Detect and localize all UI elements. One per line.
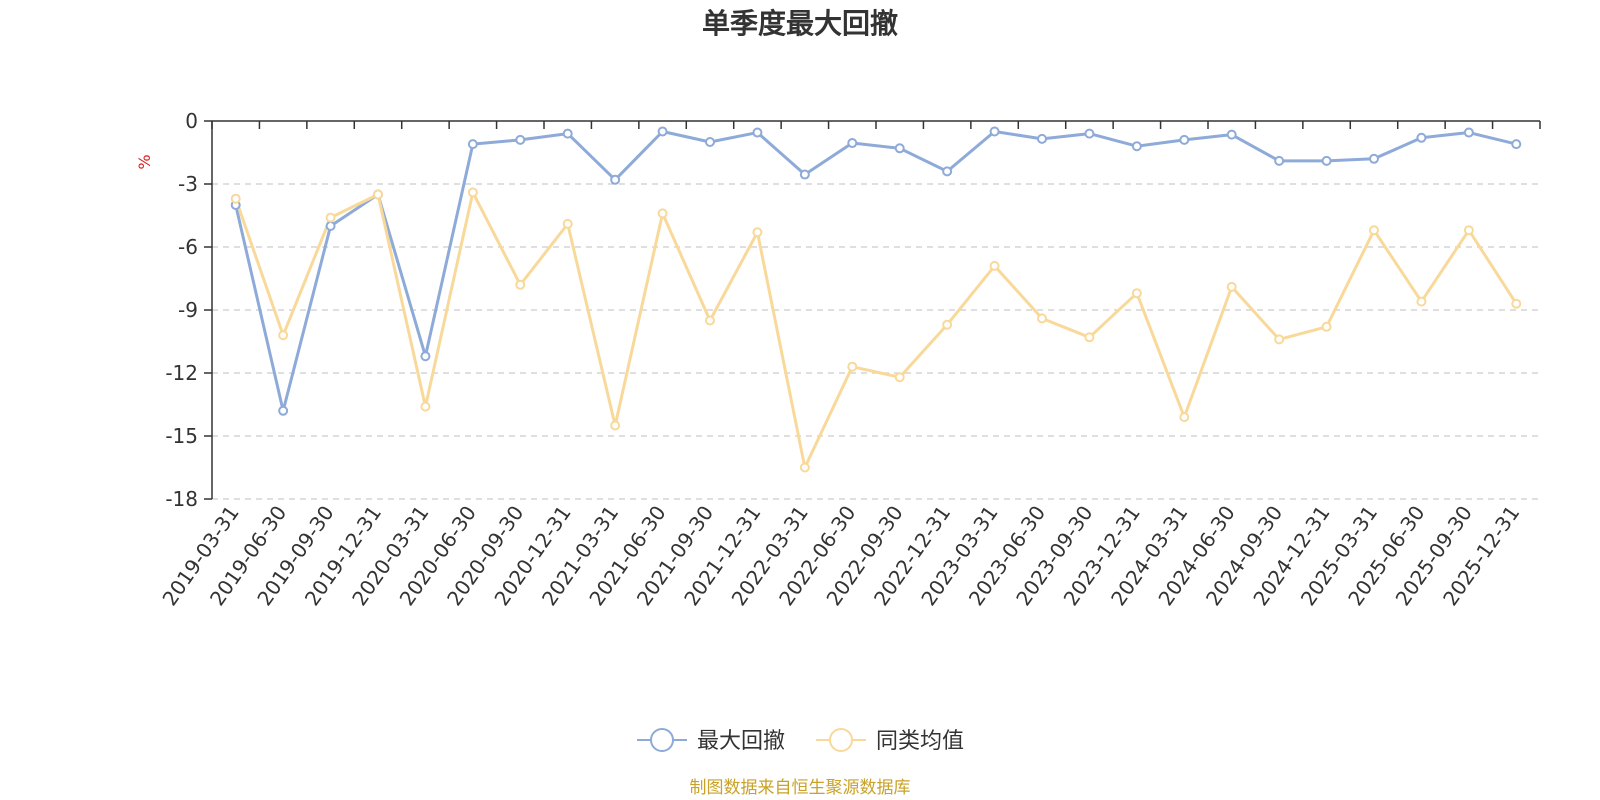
data-point xyxy=(894,372,905,383)
data-point xyxy=(1179,412,1190,423)
data-point xyxy=(230,193,241,204)
data-point xyxy=(610,174,621,185)
data-point xyxy=(1321,155,1332,166)
y-tick-label: 0 xyxy=(185,109,198,133)
data-point xyxy=(1511,298,1522,309)
data-point xyxy=(467,187,478,198)
data-point xyxy=(1369,153,1379,164)
data-point xyxy=(752,127,763,138)
data-point xyxy=(989,126,1000,137)
data-point xyxy=(1131,141,1142,152)
data-point xyxy=(278,405,289,416)
data-point xyxy=(1463,225,1474,236)
data-point xyxy=(1131,288,1142,299)
legend-label: 同类均值 xyxy=(876,729,964,754)
data-point xyxy=(1037,313,1047,324)
data-point xyxy=(705,315,715,326)
data-point xyxy=(515,134,526,145)
y-tick-label: -9 xyxy=(178,298,198,322)
data-point xyxy=(1463,127,1474,138)
y-tick-label: -6 xyxy=(178,235,198,259)
data-point xyxy=(1369,225,1379,236)
data-point xyxy=(325,212,336,223)
data-point xyxy=(989,260,1000,271)
legend: 最大回撤 同类均值 xyxy=(637,728,964,754)
y-axis-unit: % xyxy=(135,154,154,169)
data-point xyxy=(1226,129,1237,140)
data-point xyxy=(562,218,573,229)
data-point xyxy=(799,462,810,473)
data-point xyxy=(1416,132,1427,143)
series-group xyxy=(230,126,1522,473)
data-source-note: 制图数据来自恒生聚源数据库 xyxy=(690,778,911,798)
data-point xyxy=(705,137,715,147)
data-point xyxy=(1226,281,1237,292)
data-point xyxy=(278,330,289,341)
data-point xyxy=(1084,128,1095,139)
data-point xyxy=(942,166,953,177)
series-line xyxy=(234,130,1517,413)
data-point xyxy=(1084,332,1095,343)
data-point xyxy=(562,128,573,139)
data-point xyxy=(657,208,668,219)
data-point xyxy=(610,420,621,431)
data-point xyxy=(420,351,431,362)
y-tick-label: -3 xyxy=(178,172,198,196)
data-point xyxy=(847,361,858,372)
data-point xyxy=(752,227,763,238)
data-point xyxy=(942,319,953,330)
data-point xyxy=(894,143,905,154)
data-point xyxy=(1179,134,1190,145)
data-point xyxy=(1321,321,1332,332)
data-point xyxy=(1037,133,1047,144)
y-tick-label: -18 xyxy=(165,487,198,511)
y-tick-label: -12 xyxy=(165,361,198,385)
legend-marker xyxy=(650,728,674,752)
data-point xyxy=(373,189,383,200)
y-tick-label: -15 xyxy=(165,424,198,448)
data-point xyxy=(420,401,431,412)
data-point xyxy=(1274,334,1285,345)
data-point xyxy=(847,138,858,149)
data-point xyxy=(1416,296,1427,307)
series-line xyxy=(234,190,1518,469)
data-point xyxy=(1511,139,1522,150)
data-point xyxy=(515,279,526,290)
y-axis-ticks: 0 -3 -6 -9 -12 -15 -18 xyxy=(165,109,212,511)
data-point xyxy=(799,169,810,180)
data-point xyxy=(467,139,478,150)
data-point xyxy=(657,126,668,137)
data-point xyxy=(325,221,336,231)
chart-title: 单季度最大回撤 xyxy=(702,7,898,40)
legend-marker xyxy=(829,728,853,752)
legend-label: 最大回撤 xyxy=(697,729,785,754)
data-point xyxy=(1274,155,1285,166)
